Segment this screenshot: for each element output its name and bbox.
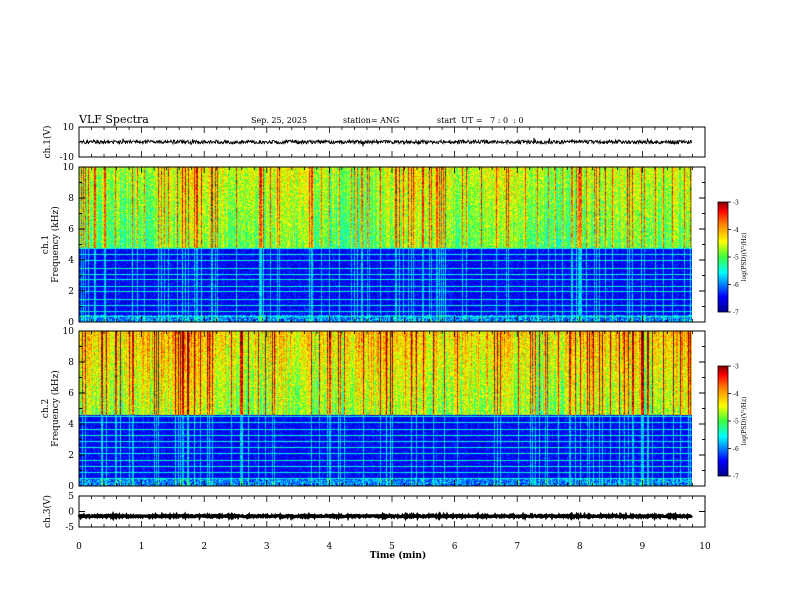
x-tick-label: 4	[327, 542, 333, 552]
x-tick-label: 6	[452, 542, 458, 552]
ch1-spectrogram-ytick-label: 0	[68, 318, 74, 328]
x-tick-label: 7	[514, 542, 520, 552]
ch2-spectrogram-colorbar-tick-label: -6	[733, 446, 739, 453]
ch1-spectrogram-image	[79, 167, 692, 322]
ch3-waveform-ytick-label: 5	[68, 492, 74, 502]
ch1-spectrogram-ylabel-channel: ch.1	[41, 235, 51, 254]
ch1-spectrogram-colorbar-tick-label: -4	[733, 227, 739, 234]
ch1-waveform-ylabel: ch.1(V)	[42, 126, 53, 159]
ch1-spectrogram-colorbar-label: log(PSD)(V²/Hz)	[741, 233, 748, 282]
ch2-spectrogram-ytick-label: 0	[68, 482, 74, 492]
ch2-spectrogram-ytick-label: 8	[68, 358, 74, 368]
ch1-spectrogram-ylabel-frequency: Frequency (kHz)	[50, 206, 61, 283]
x-tick-label: 8	[577, 542, 583, 552]
ch2-spectrogram-ytick-label: 2	[68, 451, 74, 461]
ch2-spectrogram-colorbar	[717, 365, 729, 477]
ch1-waveform-trace	[78, 137, 693, 147]
ch1-waveform-ytick-label: -10	[60, 153, 75, 163]
ch1-spectrogram-ytick-label: 8	[68, 194, 74, 204]
x-tick-label: 0	[76, 542, 82, 552]
figure-title: VLF Spectra	[79, 113, 149, 126]
x-tick-label: 9	[640, 542, 646, 552]
ch2-spectrogram-colorbar-tick-label: -4	[733, 391, 739, 398]
x-tick-label: 3	[264, 542, 270, 552]
ch2-spectrogram-ylabel-channel: ch.2	[41, 399, 51, 418]
ch3-waveform-ylabel: ch.3(V)	[42, 495, 53, 528]
x-tick-label: 10	[699, 542, 711, 552]
ch2-spectrogram-ylabel-frequency: Frequency (kHz)	[50, 370, 61, 447]
start-time-label: start UT = 7 : 0 : 0	[437, 116, 524, 125]
ch1-waveform-ytick-label: 10	[63, 123, 75, 133]
ch1-spectrogram-ytick-label: 4	[68, 256, 74, 266]
ch2-spectrogram-colorbar-tick-label: -5	[733, 419, 739, 426]
ch1-spectrogram-colorbar-tick-label: -5	[733, 255, 739, 262]
ch1-spectrogram-colorbar	[717, 201, 729, 313]
ch3-waveform-ytick-label: 0	[68, 508, 74, 518]
ch2-spectrogram-ytick-label: 6	[68, 389, 74, 399]
date-label: Sep. 25, 2025	[251, 116, 308, 125]
ch2-spectrogram-ytick-label: 10	[63, 327, 75, 337]
ch2-spectrogram-colorbar-label: log(PSD)(V²/Hz)	[741, 397, 748, 446]
ch1-spectrogram-colorbar-tick-label: -6	[733, 282, 739, 289]
ch1-spectrogram-ytick-label: 2	[68, 287, 74, 297]
ch1-spectrogram-ytick-label: 10	[63, 163, 75, 173]
ch3-waveform-trace	[77, 510, 693, 522]
ch3-waveform-ytick-label: -5	[65, 523, 74, 533]
x-tick-label: 1	[139, 542, 145, 552]
ch2-spectrogram-ytick-label: 4	[68, 420, 74, 430]
ch2-spectrogram-colorbar-tick-label: -3	[733, 364, 739, 371]
x-tick-label: 2	[201, 542, 207, 552]
ch2-spectrogram-colorbar-tick-label: -7	[733, 474, 739, 481]
x-tick-label: 5	[389, 542, 395, 552]
ch2-spectrogram-image	[79, 331, 692, 486]
ch1-spectrogram-colorbar-tick-label: -3	[733, 200, 739, 207]
x-axis-label: Time (min)	[370, 550, 427, 561]
ch1-spectrogram-colorbar-tick-label: -7	[733, 310, 739, 317]
station-label: station= ANG	[343, 116, 400, 125]
ch1-spectrogram-ytick-label: 6	[68, 225, 74, 235]
